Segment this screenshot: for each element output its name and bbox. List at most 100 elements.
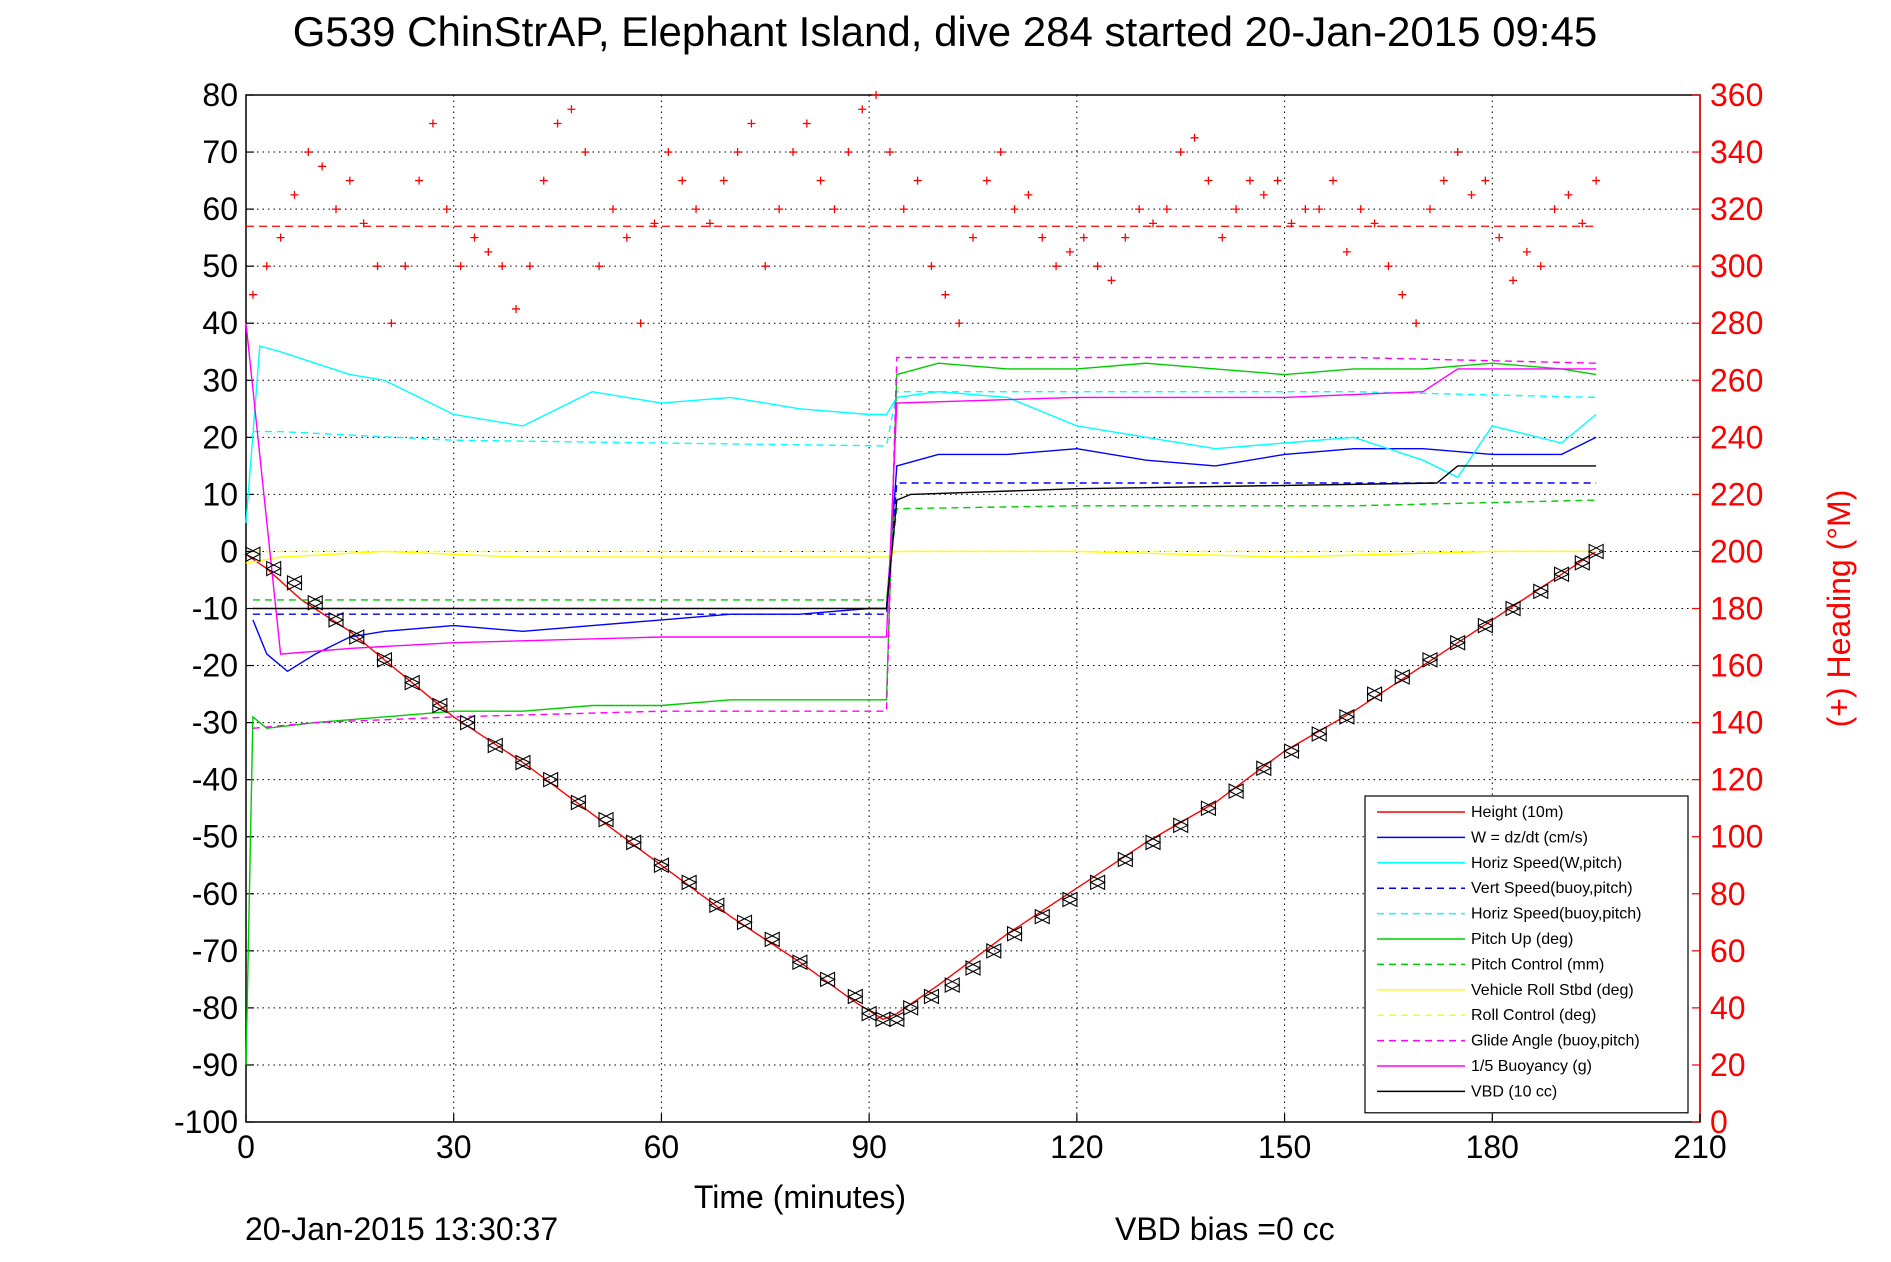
heading-point — [318, 162, 327, 171]
y2-tick-label: 0 — [1710, 1104, 1728, 1140]
heading-point — [1162, 205, 1171, 214]
heading-point — [802, 119, 811, 128]
heading-point — [830, 205, 839, 214]
heading-point — [539, 176, 548, 185]
x-tick-label: 180 — [1466, 1129, 1519, 1165]
heading-point — [373, 262, 382, 271]
chart-title: G539 ChinStrAP, Elephant Island, dive 28… — [293, 8, 1597, 55]
depth-marker — [1172, 817, 1189, 834]
y2-tick-label: 320 — [1710, 191, 1763, 227]
heading-point — [332, 205, 341, 214]
depth-marker — [514, 754, 531, 771]
heading-point — [1578, 219, 1587, 228]
depth-marker — [1553, 566, 1570, 583]
right-axis-ticks: 3603403203002802602402202001801601401201… — [1692, 77, 1763, 1140]
heading-point — [1398, 290, 1407, 299]
heading-point — [678, 176, 687, 185]
heading-point — [705, 219, 714, 228]
legend-label: Roll Control (deg) — [1471, 1007, 1596, 1024]
heading-point — [996, 148, 1005, 157]
legend-label: Pitch Up (deg) — [1471, 931, 1573, 948]
heading-point — [470, 233, 479, 242]
depth-marker — [1338, 709, 1355, 725]
depth-marker — [923, 988, 940, 1005]
y2-tick-label: 60 — [1710, 933, 1746, 969]
heading-point — [844, 148, 853, 157]
depth-marker — [307, 594, 323, 611]
y-tick-label: 0 — [220, 533, 238, 569]
legend-label: W = dz/dt (cm/s) — [1471, 829, 1588, 846]
heading-point — [816, 176, 825, 185]
depth-marker — [1366, 686, 1383, 702]
legend-label: VBD (10 cc) — [1471, 1083, 1557, 1100]
heading-layer — [246, 91, 1601, 328]
heading-point — [304, 148, 313, 157]
heading-point — [913, 176, 922, 185]
y-tick-label: 70 — [202, 134, 238, 170]
heading-point — [1010, 205, 1019, 214]
depth-marker — [597, 811, 614, 828]
y-tick-label: 20 — [202, 419, 238, 455]
heading-point — [1536, 262, 1545, 271]
legend-entries: Height (10m) W = dz/dt (cm/s) Horiz Speed(… — [1377, 804, 1641, 1100]
y-tick-label: -30 — [192, 705, 238, 741]
heading-point — [622, 233, 631, 242]
legend-label: Horiz Speed(W,pitch) — [1471, 855, 1622, 872]
y2-tick-label: 220 — [1710, 476, 1763, 512]
depth-marker — [1061, 891, 1078, 908]
legend-box — [1364, 795, 1689, 1114]
y2-tick-label: 160 — [1710, 648, 1763, 684]
y2-tick-label: 200 — [1710, 533, 1763, 569]
heading-point — [1495, 233, 1504, 242]
right-axis-label: (+) Heading (°M) — [1821, 490, 1857, 728]
heading-point — [733, 148, 742, 157]
y-tick-label: 80 — [202, 77, 238, 113]
heading-point — [262, 262, 271, 271]
heading-point — [747, 119, 756, 128]
depth-marker — [431, 697, 448, 714]
depth-marker — [763, 931, 780, 948]
series-line — [252, 499, 1597, 601]
heading-point — [982, 176, 991, 185]
heading-point — [595, 262, 604, 271]
series-line — [252, 391, 1597, 447]
y2-tick-label: 300 — [1710, 248, 1763, 284]
heading-point — [276, 233, 285, 242]
heading-point — [1218, 233, 1227, 242]
y-tick-label: -80 — [192, 990, 238, 1026]
y-tick-label: -70 — [192, 933, 238, 969]
series-line — [245, 550, 1597, 564]
depth-marker — [847, 988, 863, 1005]
heading-point — [1329, 176, 1338, 185]
x-tick-label: 120 — [1050, 1129, 1103, 1165]
depth-marker — [1310, 726, 1327, 742]
y-tick-label: 50 — [202, 248, 238, 284]
heading-point — [415, 176, 424, 185]
depth-marker — [1255, 760, 1272, 777]
heading-point — [1550, 205, 1559, 214]
depth-marker — [680, 874, 697, 891]
heading-point — [1356, 205, 1365, 214]
heading-point — [664, 148, 673, 157]
heading-point — [484, 247, 493, 256]
heading-point — [872, 91, 881, 99]
depth-marker — [286, 574, 303, 591]
depth-marker — [1477, 617, 1493, 634]
heading-point — [345, 176, 354, 185]
depth-marker — [244, 546, 261, 563]
x-tick-label: 150 — [1258, 1129, 1311, 1165]
y2-tick-label: 260 — [1710, 362, 1763, 398]
depth-marker — [265, 560, 282, 577]
y2-tick-label: 40 — [1710, 990, 1746, 1026]
y2-tick-label: 280 — [1710, 305, 1763, 341]
heading-point — [969, 233, 977, 242]
heading-point — [498, 262, 507, 271]
depth-marker — [819, 971, 836, 988]
left-axis-ticks: 80 70 60 50 40 30 20 10 0 -10 -20 -30 -40 -50 -60 -70 -8… — [174, 77, 254, 1140]
heading-point — [1273, 176, 1282, 185]
heading-point — [899, 205, 908, 214]
heading-point — [1467, 190, 1476, 199]
series-layer — [245, 323, 1597, 1065]
x-tick-label: 210 — [1673, 1129, 1726, 1165]
